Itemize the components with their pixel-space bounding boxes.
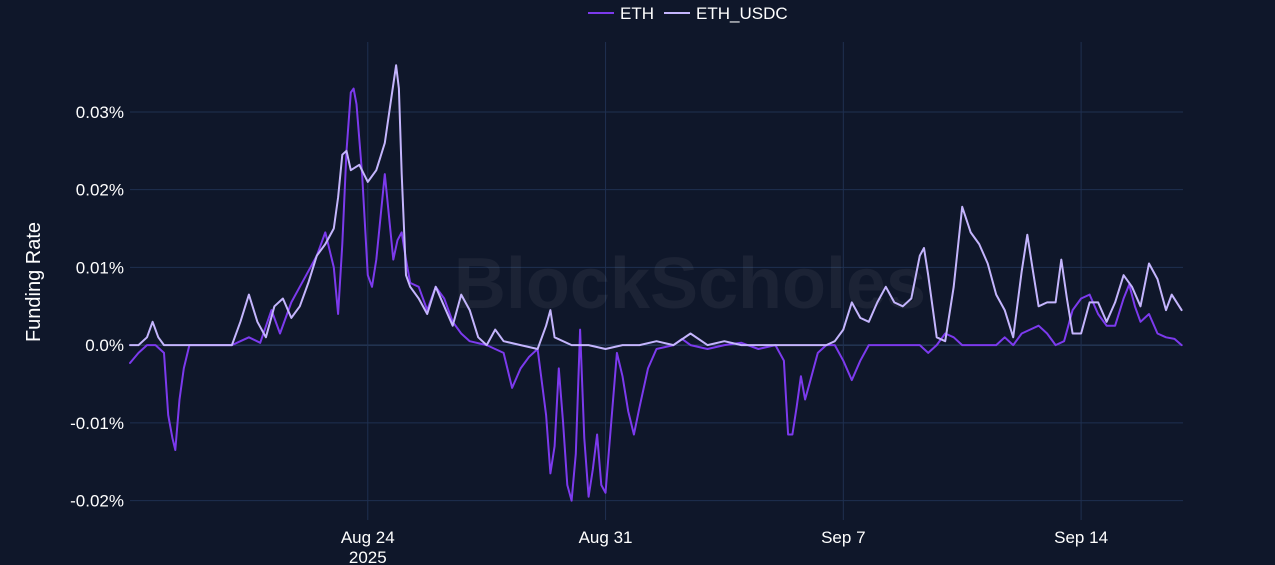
watermark-text: BlockScholes — [454, 244, 926, 324]
y-tick-label: -0.01% — [70, 414, 124, 433]
y-tick-label: 0.03% — [76, 103, 124, 122]
y-tick-label: 0.02% — [76, 181, 124, 200]
legend-item-eth-usdc[interactable]: ETH_USDC — [664, 4, 788, 23]
y-tick-label: 0.01% — [76, 258, 124, 277]
legend-label: ETH_USDC — [696, 4, 788, 23]
chart-gridlines — [130, 42, 1183, 520]
x-tick-label: Aug 24 — [341, 528, 395, 547]
y-tick-label: 0.0% — [85, 336, 124, 355]
x-tick-label: Sep 7 — [821, 528, 865, 547]
y-tick-label: -0.02% — [70, 492, 124, 511]
legend[interactable]: ETH ETH_USDC — [588, 4, 788, 23]
series-line-eth-usdc — [129, 64, 1183, 350]
chart-series — [129, 64, 1183, 502]
y-axis-title: Funding Rate — [23, 222, 45, 342]
y-axis-ticks: 0.03% 0.02% 0.01% 0.0% -0.01% -0.02% — [70, 103, 124, 511]
x-tick-year-label: 2025 — [349, 548, 387, 565]
legend-item-eth[interactable]: ETH — [588, 4, 654, 23]
legend-label: ETH — [620, 4, 654, 23]
x-tick-label: Sep 14 — [1054, 528, 1108, 547]
x-tick-label: Aug 31 — [579, 528, 633, 547]
